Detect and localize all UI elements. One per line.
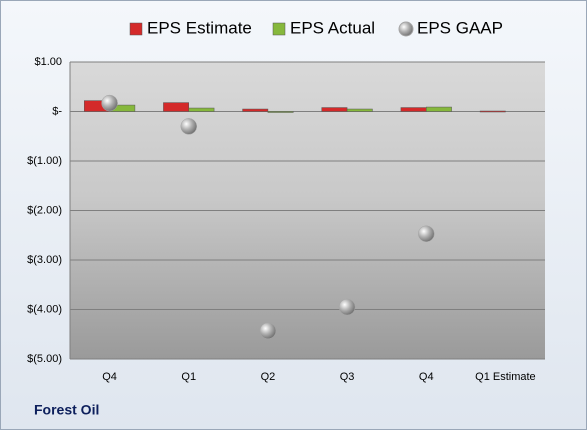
point — [180, 118, 197, 135]
y-tick-label: $(4.00) — [27, 303, 62, 315]
point — [101, 94, 118, 112]
bar — [188, 107, 215, 112]
bar — [346, 108, 373, 112]
y-tick-label: $(2.00) — [27, 204, 62, 216]
y-tick-label: $(3.00) — [27, 254, 62, 266]
y-tick-label: $(1.00) — [27, 155, 62, 167]
bar — [267, 111, 294, 113]
x-tick-label: Q1 Estimate — [475, 371, 536, 383]
legend-label: EPS Actual — [290, 18, 375, 37]
y-tick-label: $- — [52, 105, 62, 117]
bar — [426, 106, 452, 112]
bar — [321, 107, 348, 112]
point — [338, 298, 356, 316]
point — [418, 225, 435, 243]
x-tick-label: Q2 — [261, 371, 276, 383]
bar — [400, 107, 427, 112]
point — [259, 322, 277, 340]
bar — [242, 108, 269, 112]
footer: Forest Oil — [34, 402, 99, 418]
bar — [163, 102, 190, 112]
x-tick-label: Q4 — [102, 371, 117, 383]
legend-marker — [398, 21, 414, 37]
legend-marker — [272, 22, 286, 36]
legend-marker — [129, 22, 143, 36]
bar — [479, 110, 506, 113]
y-tick-label: $1.00 — [34, 56, 62, 68]
legend-label: EPS GAAP — [417, 18, 503, 37]
x-tick-label: Q4 — [419, 371, 434, 383]
legend-label: EPS Estimate — [147, 18, 252, 37]
y-tick-label: $(5.00) — [27, 353, 62, 365]
x-tick-label: Q3 — [340, 371, 355, 383]
x-tick-label: Q1 — [181, 371, 196, 383]
